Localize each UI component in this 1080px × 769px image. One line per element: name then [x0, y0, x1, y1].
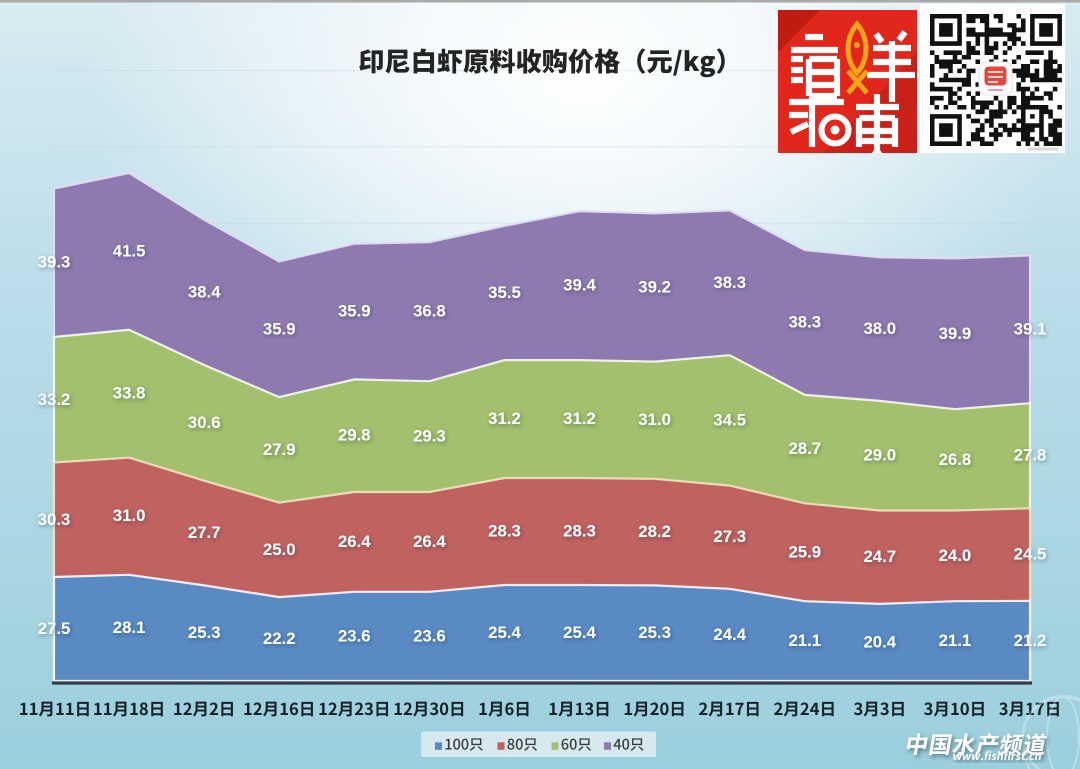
svg-text:38.3: 38.3: [713, 273, 746, 292]
svg-text:23.6: 23.6: [338, 626, 371, 645]
svg-text:23.6: 23.6: [413, 626, 446, 645]
svg-text:25.9: 25.9: [788, 542, 821, 561]
svg-text:39.4: 39.4: [563, 276, 596, 295]
svg-text:28.1: 28.1: [113, 618, 146, 637]
svg-text:25.3: 25.3: [188, 623, 221, 642]
svg-text:27.5: 27.5: [38, 619, 71, 638]
svg-text:31.0: 31.0: [113, 506, 146, 525]
svg-text:34.5: 34.5: [713, 410, 746, 429]
svg-text:39.1: 39.1: [1014, 319, 1047, 338]
svg-text:30.6: 30.6: [188, 413, 221, 432]
svg-text:28.7: 28.7: [788, 439, 821, 458]
svg-text:28.3: 28.3: [563, 522, 596, 541]
svg-text:33.8: 33.8: [113, 384, 146, 403]
svg-text:39.2: 39.2: [638, 278, 671, 297]
svg-text:25.4: 25.4: [488, 623, 521, 642]
svg-text:36.8: 36.8: [413, 302, 446, 321]
svg-text:41.5: 41.5: [113, 241, 146, 260]
svg-text:31.0: 31.0: [638, 410, 671, 429]
svg-text:21.2: 21.2: [1014, 631, 1047, 650]
svg-text:24.4: 24.4: [713, 625, 746, 644]
svg-text:26.4: 26.4: [338, 532, 371, 551]
svg-text:29.0: 29.0: [863, 446, 896, 465]
svg-text:38.0: 38.0: [863, 319, 896, 338]
svg-text:39.9: 39.9: [939, 324, 972, 343]
svg-text:29.3: 29.3: [413, 427, 446, 446]
svg-text:30.3: 30.3: [38, 510, 71, 529]
svg-text:35.9: 35.9: [338, 302, 371, 321]
svg-text:29.8: 29.8: [338, 426, 371, 445]
svg-text:21.1: 21.1: [788, 631, 821, 650]
svg-text:26.8: 26.8: [939, 450, 972, 469]
svg-text:24.0: 24.0: [939, 546, 972, 565]
svg-text:38.4: 38.4: [188, 282, 221, 301]
svg-text:35.9: 35.9: [263, 319, 296, 338]
svg-text:28.2: 28.2: [638, 522, 671, 541]
svg-text:25.3: 25.3: [638, 623, 671, 642]
svg-text:27.9: 27.9: [263, 440, 296, 459]
svg-text:38.3: 38.3: [788, 313, 821, 332]
svg-text:24.5: 24.5: [1014, 545, 1047, 564]
svg-text:21.1: 21.1: [939, 631, 972, 650]
svg-text:25.4: 25.4: [563, 623, 596, 642]
svg-text:31.2: 31.2: [488, 409, 521, 428]
svg-text:27.3: 27.3: [713, 527, 746, 546]
svg-text:33.2: 33.2: [38, 390, 71, 409]
svg-text:20.4: 20.4: [863, 632, 896, 651]
svg-text:27.7: 27.7: [188, 523, 221, 542]
svg-text:25.0: 25.0: [263, 540, 296, 559]
svg-text:24.7: 24.7: [863, 547, 896, 566]
svg-text:31.2: 31.2: [563, 409, 596, 428]
svg-text:28.3: 28.3: [488, 522, 521, 541]
svg-text:22.2: 22.2: [263, 629, 296, 648]
svg-text:27.8: 27.8: [1014, 446, 1047, 465]
svg-text:39.3: 39.3: [38, 253, 71, 272]
svg-text:35.5: 35.5: [488, 283, 521, 302]
svg-text:26.4: 26.4: [413, 532, 446, 551]
